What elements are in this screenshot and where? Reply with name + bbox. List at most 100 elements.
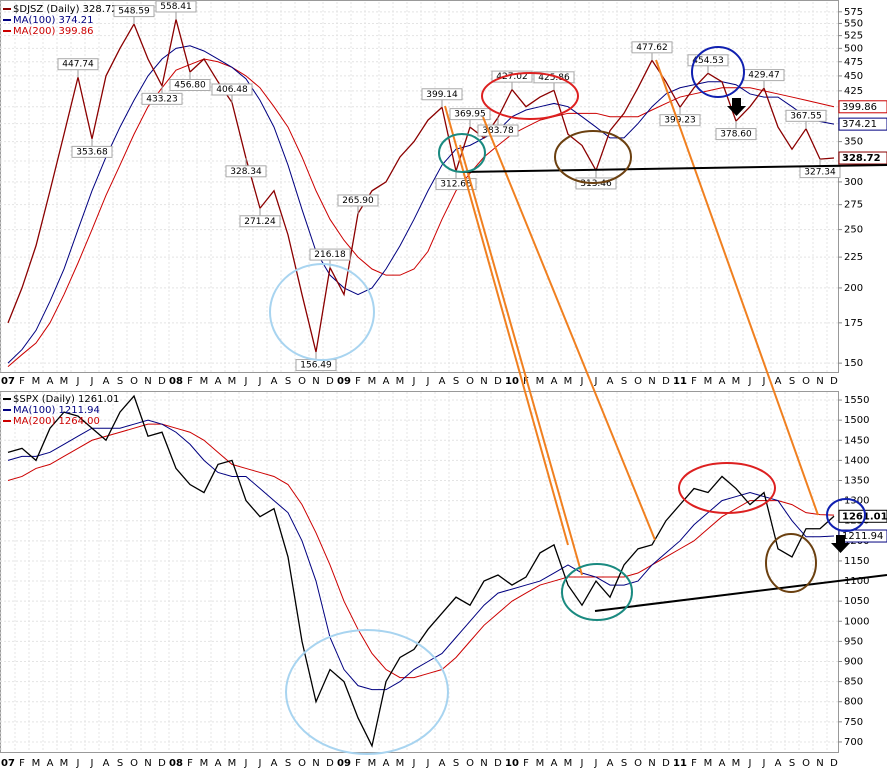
x-tick-label: F (187, 376, 193, 387)
x-tick-label: N (648, 376, 655, 387)
annotation-label: 399.14 (426, 90, 458, 100)
x-tick-label: N (648, 758, 655, 769)
annotation-label: 456.80 (174, 80, 206, 90)
x-tick-label: A (551, 758, 558, 769)
annotation-box (57, 58, 99, 71)
x-tick-label: J (426, 758, 430, 769)
x-tick-label: N (816, 376, 823, 387)
y-tick-label: 1500 (844, 415, 869, 426)
x-tick-label: M (704, 376, 713, 387)
annotation-box (211, 83, 253, 96)
x-tick-label: A (103, 758, 110, 769)
x-tick-label: F (187, 758, 193, 769)
x-tick-label: M (32, 376, 41, 387)
x-tick-label: M (60, 376, 69, 387)
x-tick-label: S (621, 376, 627, 387)
annotation-box (225, 165, 267, 178)
x-tick-label: D (158, 758, 166, 769)
x-tick-label: A (775, 758, 782, 769)
circle (554, 130, 632, 184)
y-tick-label: 200 (844, 283, 863, 294)
y-tick-label: 550 (844, 18, 863, 29)
x-tick-label: S (789, 758, 795, 769)
x-tick-label: O (466, 758, 474, 769)
x-tick-label: O (298, 758, 306, 769)
x-tick-label: N (816, 758, 823, 769)
circle (826, 498, 866, 532)
x-tick-label: A (719, 376, 726, 387)
annotation-box (491, 70, 533, 83)
connector (655, 59, 819, 516)
x-tick-label: 10 (505, 376, 519, 387)
annotation-label: 271.24 (244, 217, 276, 227)
x-tick-label: J (76, 758, 80, 769)
annotation-label: 429.47 (748, 71, 780, 81)
x-tick-label: M (732, 376, 741, 387)
x-tick-label: S (453, 758, 459, 769)
annotation-label: 477.62 (636, 43, 668, 53)
y-tick-label: 800 (844, 697, 863, 708)
x-tick-label: S (285, 758, 291, 769)
y-tick-label: 1050 (844, 596, 869, 607)
circle (285, 629, 449, 755)
arrow (727, 98, 746, 116)
x-tick-label: N (312, 376, 319, 387)
x-tick-label: A (383, 758, 390, 769)
annotation-label: 312.68 (440, 180, 472, 190)
x-tick-label: J (594, 758, 598, 769)
end-tag: 1211.94 (842, 531, 883, 542)
x-tick-label: J (580, 758, 584, 769)
y-tick-label: 475 (844, 57, 863, 68)
x-tick-label: J (258, 376, 262, 387)
x-tick-label: M (732, 758, 741, 769)
annotation-label: 327.34 (804, 168, 836, 178)
annotation-box (155, 0, 197, 13)
end-tag: 399.86 (842, 102, 877, 113)
annotation-label: 427.02 (496, 72, 528, 82)
annotation-box (785, 109, 827, 122)
x-tick-label: 11 (673, 758, 687, 769)
x-tick-label: 09 (337, 758, 351, 769)
y-tick-label: 950 (844, 636, 863, 647)
annotation-box (169, 78, 211, 91)
x-tick-label: M (536, 376, 545, 387)
x-tick-label: M (368, 376, 377, 387)
annotation-label: 313.46 (580, 179, 612, 189)
x-tick-label: O (634, 758, 642, 769)
legend-label: $DJSZ (Daily) 328.72 (13, 4, 118, 15)
y-tick-label: 350 (844, 137, 863, 148)
annotation-label: 558.41 (160, 2, 192, 12)
x-tick-label: M (564, 376, 573, 387)
end-tag-box (838, 151, 887, 165)
x-tick-label: 11 (673, 376, 687, 387)
x-tick-label: D (158, 376, 166, 387)
y-tick-label: 575 (844, 7, 863, 18)
annotation-box (239, 215, 281, 228)
series-line (7, 58, 835, 368)
annotation-box (71, 145, 113, 158)
annotation-label: 406.48 (216, 85, 248, 95)
y-tick-label: 1550 (844, 395, 869, 406)
annotation-label: 548.59 (118, 7, 150, 17)
legend-label: MA(100) 1211.94 (13, 405, 100, 416)
x-tick-label: J (412, 376, 416, 387)
y-tick-label: 150 (844, 358, 863, 369)
x-tick-label: F (355, 758, 361, 769)
x-tick-label: 08 (169, 758, 183, 769)
y-tick-label: 250 (844, 225, 863, 236)
x-tick-label: N (312, 758, 319, 769)
annotation-label: 383.78 (482, 126, 514, 136)
x-tick-label: A (439, 758, 446, 769)
x-tick-label: M (396, 758, 405, 769)
x-tick-label: J (426, 376, 430, 387)
y-tick-label: 300 (844, 177, 863, 188)
annotation-label: 367.55 (790, 111, 822, 121)
x-tick-label: N (480, 758, 487, 769)
y-tick-label: 1100 (844, 576, 869, 587)
end-tag-box (838, 117, 887, 131)
annotation-label: 454.53 (692, 56, 724, 66)
x-tick-label: 09 (337, 376, 351, 387)
x-tick-label: M (32, 758, 41, 769)
x-tick-label: J (412, 758, 416, 769)
x-tick-label: M (368, 758, 377, 769)
